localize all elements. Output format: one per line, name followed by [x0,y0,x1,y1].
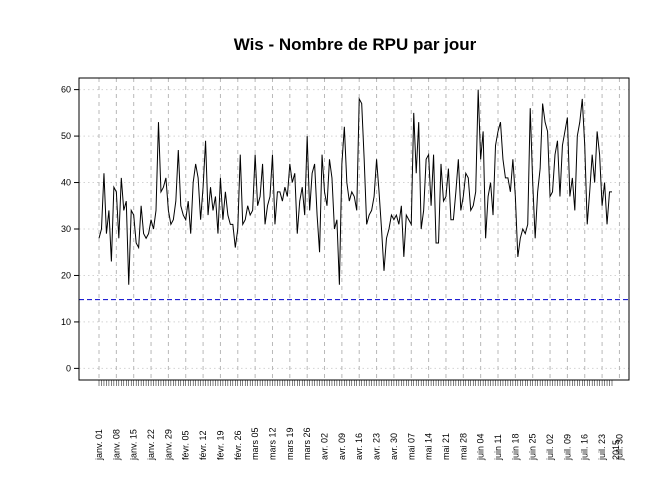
y-tick-label: 30 [61,224,71,234]
x-tick-label: juin 11 [493,434,503,461]
x-tick-label: avr. 30 [389,433,399,460]
x-tick-label: janv. 08 [111,429,121,461]
x-tick-label: mai 28 [458,433,468,460]
x-tick-label: mars 26 [302,427,312,460]
x-tick-label: mai 14 [424,433,434,460]
x-tick-label: févr. 19 [215,430,225,460]
x-tick-label: mars 19 [285,427,295,460]
series-line [98,89,612,285]
x-tick-label: mai 21 [441,433,451,460]
plot-area [78,77,630,381]
y-tick-label: 50 [61,131,71,141]
x-tick-label: janv. 22 [146,429,156,461]
y-tick-label: 40 [61,178,71,188]
x-tick-label: févr. 05 [181,430,191,460]
x-tick-label: janv. 01 [94,429,104,461]
x-tick-label: janv. 29 [163,429,173,461]
x-tick-label: juil. 02 [545,434,555,461]
x-tick-label: févr. 26 [233,430,243,460]
x-tick-label-year: 2015 [611,440,621,460]
y-tick-label: 60 [61,85,71,95]
x-tick-label: janv. 15 [129,429,139,461]
x-tick-label: avr. 02 [320,433,330,460]
x-tick-label: juil. 30 [614,434,624,461]
x-tick-label: juil. 16 [580,434,590,461]
x-tick-label: avr. 23 [372,433,382,460]
x-axis: janv. 01 janv. 08 janv. 15 janv. 22 janv. 29… [94,380,624,461]
x-tick-label: avr. 09 [337,433,347,460]
x-tick-label: juin 18 [510,433,520,461]
chart-title: Wis - Nombre de RPU par jour [234,35,477,54]
x-tick-label: mars 05 [250,427,260,460]
y-tick-label: 0 [66,363,71,373]
x-tick-label: févr. 12 [198,430,208,460]
x-tick-label: mai 07 [406,433,416,460]
x-tick-label: juil. 23 [597,434,607,461]
y-tick-label: 20 [61,270,71,280]
y-axis: 0 10 20 30 40 50 60 [61,85,79,373]
x-tick-label: juin 04 [476,433,486,461]
y-tick-label: 10 [61,317,71,327]
x-tick-label: mars 12 [267,427,277,460]
grid [79,78,629,380]
x-tick-label: juin 25 [528,433,538,461]
x-tick-label: avr. 16 [354,433,364,460]
x-tick-label: juil. 09 [562,434,572,461]
